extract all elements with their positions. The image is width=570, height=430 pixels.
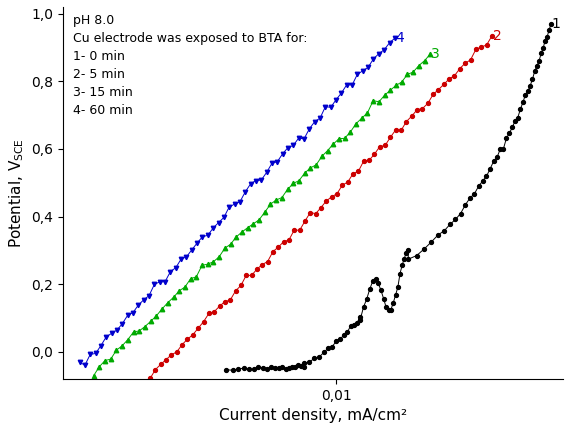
Y-axis label: Potential, V$_\mathrm{SCE}$: Potential, V$_\mathrm{SCE}$	[7, 138, 26, 248]
Text: pH 8.0
Cu electrode was exposed to BTA for:
1- 0 min
2- 5 min
3- 15 min
4- 60 mi: pH 8.0 Cu electrode was exposed to BTA f…	[73, 14, 307, 117]
X-axis label: Current density, mA/cm²: Current density, mA/cm²	[219, 408, 407, 423]
Text: 2: 2	[493, 29, 502, 43]
Text: 4: 4	[396, 31, 405, 45]
Text: 1: 1	[551, 17, 560, 31]
Text: 3: 3	[431, 47, 440, 61]
